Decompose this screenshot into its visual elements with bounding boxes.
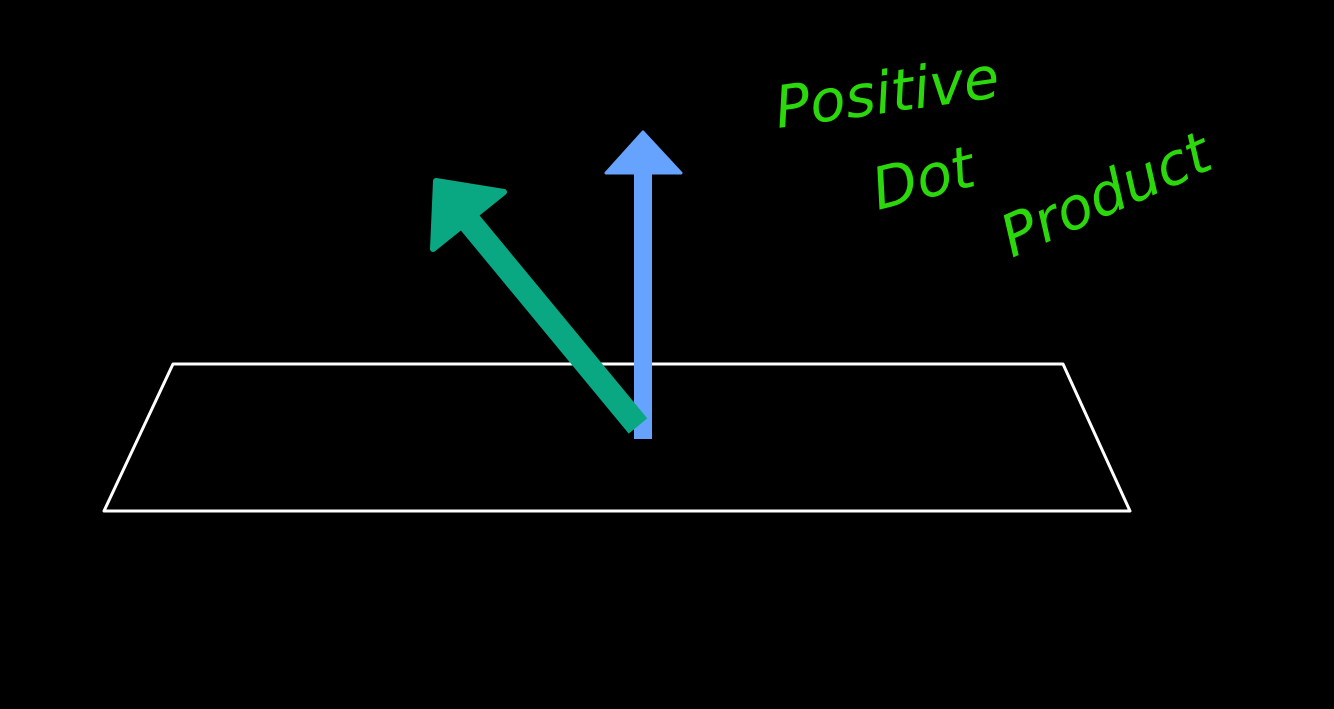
normal-head: [604, 130, 683, 175]
plane: [102, 362, 1132, 513]
light-vector: [430, 178, 648, 434]
normal-shaft: [634, 168, 652, 439]
light-head: [430, 178, 507, 252]
normal-vector: [604, 130, 683, 439]
light-shaft: [452, 205, 648, 434]
